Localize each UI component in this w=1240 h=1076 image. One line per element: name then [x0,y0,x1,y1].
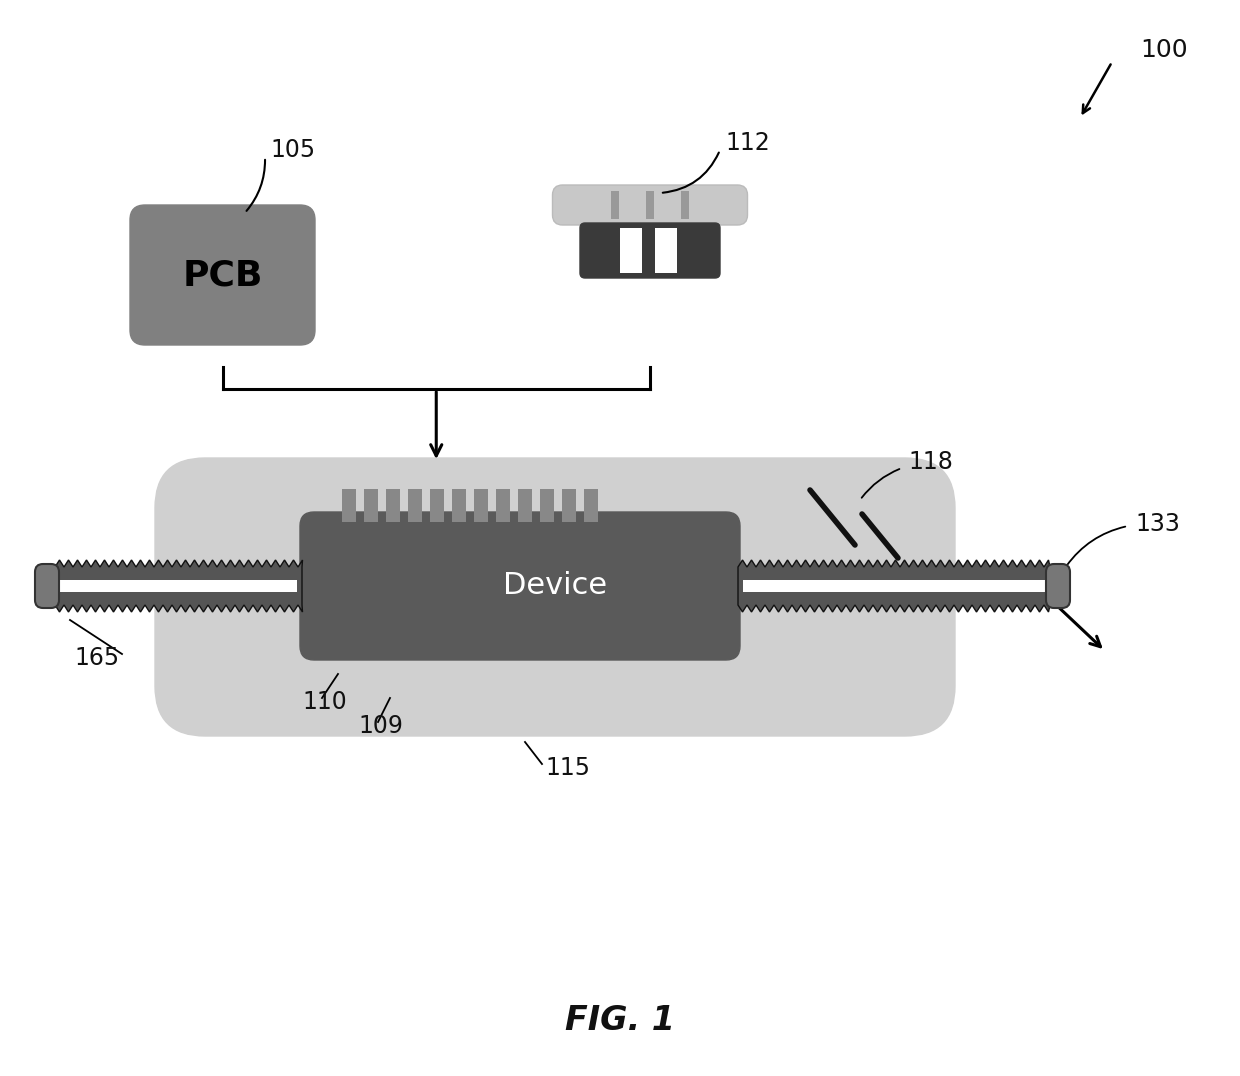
Bar [60,580,298,592]
Bar [539,489,554,522]
Text: Device: Device [503,571,608,600]
Bar [611,192,619,220]
Text: 100: 100 [1140,38,1188,62]
Text: 105: 105 [270,138,315,162]
Bar [474,489,489,522]
Text: 115: 115 [546,756,590,780]
Text: 110: 110 [303,690,347,714]
FancyBboxPatch shape [553,185,748,225]
Text: FIG. 1: FIG. 1 [565,1004,675,1036]
FancyBboxPatch shape [35,564,60,608]
FancyBboxPatch shape [300,512,740,660]
Text: 165: 165 [74,646,120,670]
Bar [620,228,642,273]
Bar [743,580,1045,592]
FancyBboxPatch shape [130,206,315,345]
Bar [453,489,466,522]
Bar [342,489,356,522]
Text: 118: 118 [908,450,952,475]
Bar [584,489,598,522]
FancyBboxPatch shape [155,458,955,736]
Bar [55,567,303,605]
FancyBboxPatch shape [580,223,720,278]
Bar [518,489,532,522]
Text: PCB: PCB [182,258,263,292]
Bar [408,489,422,522]
Text: 133: 133 [1135,512,1180,536]
Bar [365,489,378,522]
Bar [496,489,510,522]
Bar [738,567,1050,605]
Bar [562,489,577,522]
Polygon shape [55,560,303,612]
Bar [60,580,298,592]
Bar [386,489,401,522]
Bar [681,192,689,220]
Text: 112: 112 [725,131,770,155]
FancyBboxPatch shape [1047,564,1070,608]
Polygon shape [738,560,1050,612]
Text: 109: 109 [358,714,403,738]
Bar [743,580,1045,592]
Bar [646,192,653,220]
Bar [430,489,444,522]
Bar [655,228,677,273]
